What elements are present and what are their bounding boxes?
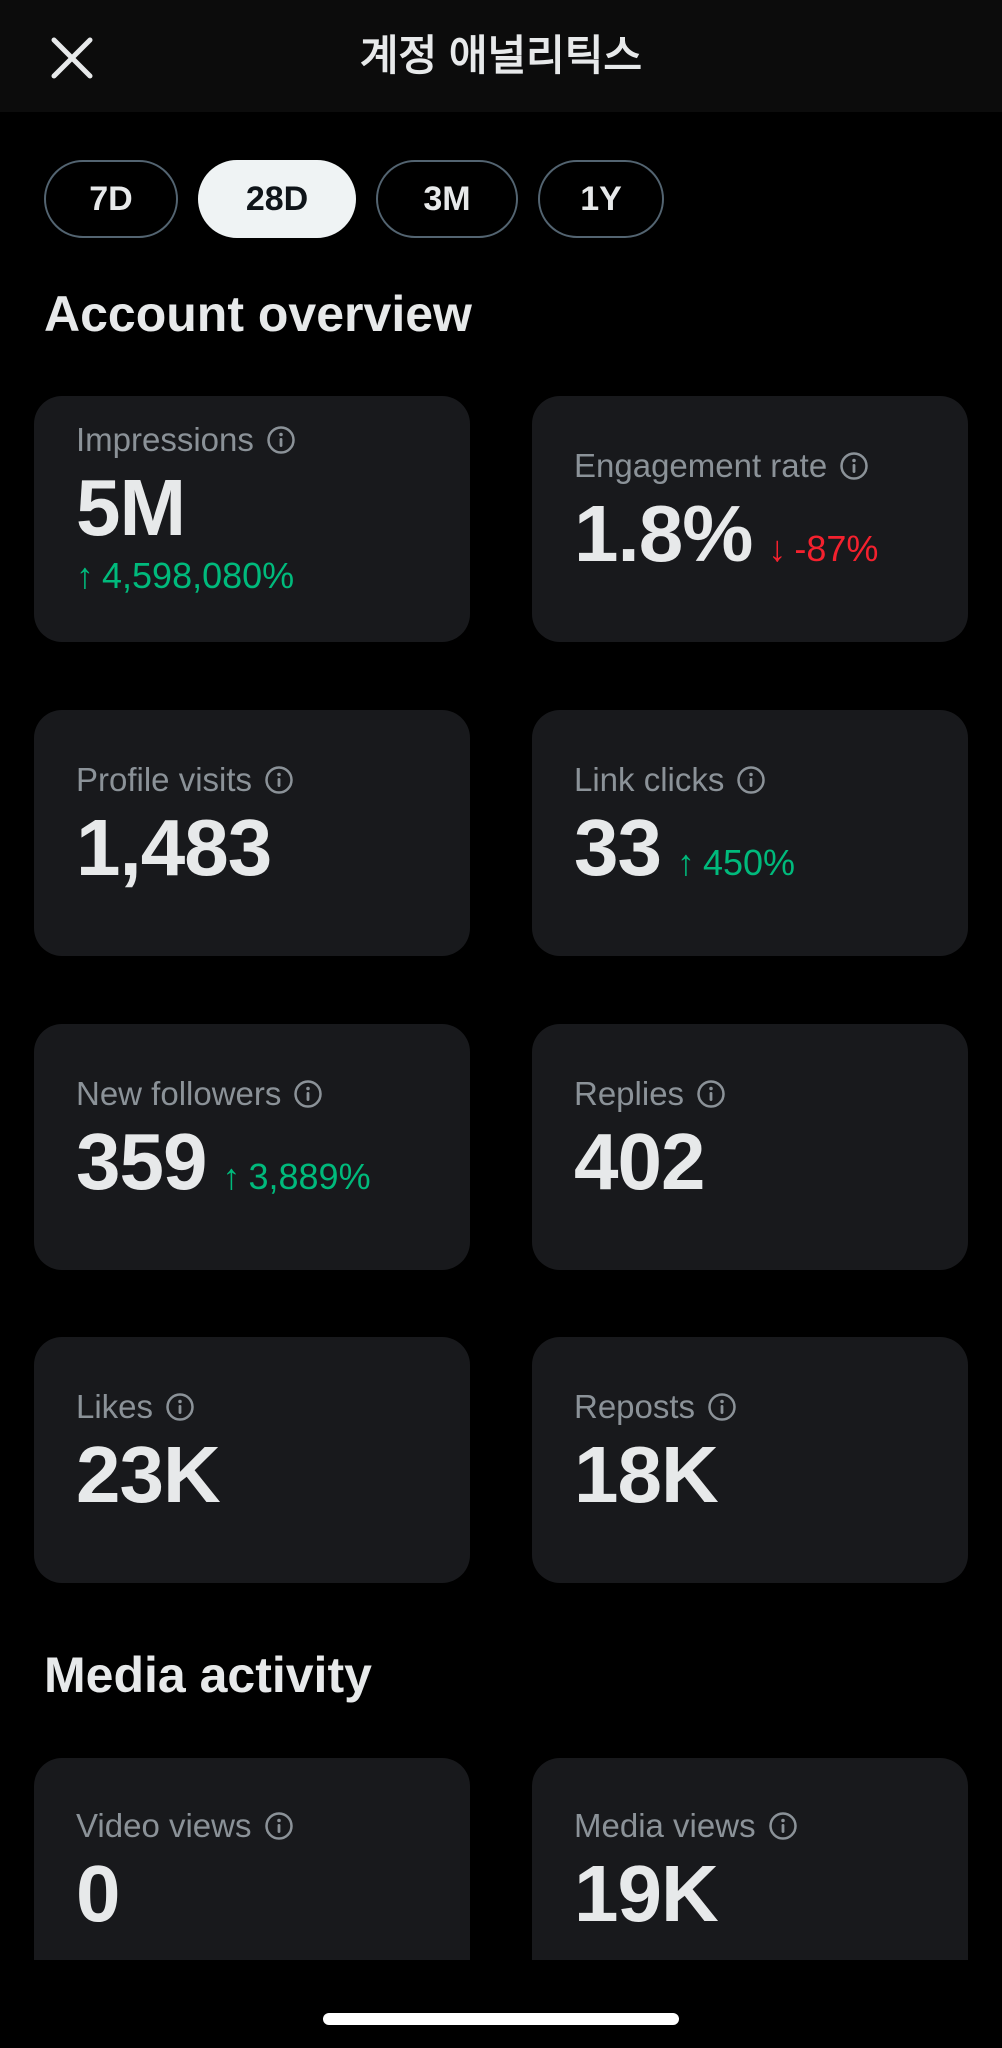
stat-label-text: Link clicks — [574, 761, 725, 798]
stat-card-label: Engagement rate — [574, 446, 968, 486]
stat-card-media-views: Media views 19K — [532, 1758, 968, 1960]
info-icon[interactable] — [165, 1392, 195, 1422]
stat-delta-text: 450% — [702, 842, 796, 883]
stat-value: 1.8% — [574, 489, 753, 578]
arrow-down-icon: ↓ — [768, 528, 787, 569]
stat-label-text: New followers — [76, 1075, 282, 1112]
stat-card-label: Media views — [574, 1806, 968, 1846]
stat-delta-text: 4,598,080% — [102, 555, 295, 596]
top-bar: 계정 애널리틱스 — [0, 0, 1002, 112]
section-title-media-activity: Media activity — [44, 1647, 372, 1703]
stat-value: 1,483 — [76, 803, 272, 892]
stat-value: 33 — [574, 803, 662, 892]
section-title-account-overview: Account overview — [44, 286, 472, 342]
stat-label-text: Media views — [574, 1807, 756, 1844]
arrow-up-icon: ↑ — [676, 842, 695, 883]
stat-card-profile-visits: Profile visits 1,483 — [34, 710, 470, 956]
info-icon[interactable] — [839, 451, 869, 481]
stat-card-label: Video views — [76, 1806, 470, 1846]
stat-value: 402 — [574, 1117, 705, 1206]
stat-card-replies: Replies 402 — [532, 1024, 968, 1270]
arrow-up-icon: ↑ — [76, 555, 94, 596]
stat-card-label: Reposts — [574, 1387, 968, 1427]
close-icon — [51, 37, 93, 79]
stat-card-impressions: Impressions 5M ↑ 4,598,080% — [34, 396, 470, 642]
period-selector: 7D 28D 3M 1Y — [44, 160, 664, 238]
stat-delta-text: -87% — [794, 528, 879, 569]
stat-label-text: Reposts — [574, 1388, 696, 1425]
period-tab-3m[interactable]: 3M — [376, 160, 518, 238]
stat-delta-text: 3,889% — [248, 1156, 371, 1197]
stat-label-text: Replies — [574, 1075, 685, 1112]
stat-delta-down: ↓ -87% — [768, 527, 878, 571]
info-icon[interactable] — [264, 765, 294, 795]
stat-label-text: Likes — [76, 1388, 154, 1425]
stat-card-likes: Likes 23K — [34, 1337, 470, 1583]
stat-value: 5M — [76, 463, 186, 552]
arrow-up-icon: ↑ — [222, 1156, 241, 1197]
page-title: 계정 애널리틱스 — [359, 32, 643, 79]
stat-card-engagement-rate: Engagement rate 1.8% ↓ -87% — [532, 396, 968, 642]
info-icon[interactable] — [293, 1079, 323, 1109]
stat-card-label: Link clicks — [574, 760, 968, 800]
stat-value: 359 — [76, 1117, 207, 1206]
stat-card-reposts: Reposts 18K — [532, 1337, 968, 1583]
info-icon[interactable] — [707, 1392, 737, 1422]
info-icon[interactable] — [266, 425, 296, 455]
stat-value: 23K — [76, 1430, 221, 1519]
home-indicator[interactable] — [323, 2013, 679, 2025]
info-icon[interactable] — [736, 765, 766, 795]
stat-card-label: Replies — [574, 1074, 968, 1114]
stat-card-new-followers: New followers 359 ↑ 3,889% — [34, 1024, 470, 1270]
close-button[interactable] — [44, 30, 100, 86]
stat-delta-up: ↑ 450% — [677, 841, 795, 885]
stat-card-label: Impressions — [76, 420, 470, 460]
stat-card-link-clicks: Link clicks 33 ↑ 450% — [532, 710, 968, 956]
stat-card-label: Profile visits — [76, 760, 470, 800]
period-tab-7d[interactable]: 7D — [44, 160, 178, 238]
stat-label-text: Video views — [76, 1807, 252, 1844]
stat-delta-up: ↑ 4,598,080% — [76, 554, 294, 598]
period-tab-1y[interactable]: 1Y — [538, 160, 664, 238]
stat-value: 18K — [574, 1430, 719, 1519]
period-tab-28d[interactable]: 28D — [198, 160, 356, 238]
stat-value: 0 — [76, 1849, 120, 1938]
stat-label-text: Impressions — [76, 421, 254, 458]
stat-delta-up: ↑ 3,889% — [222, 1155, 370, 1199]
info-icon[interactable] — [264, 1811, 294, 1841]
stat-card-label: New followers — [76, 1074, 470, 1114]
stat-card-video-views: Video views 0 — [34, 1758, 470, 1960]
stat-card-label: Likes — [76, 1387, 470, 1427]
info-icon[interactable] — [768, 1811, 798, 1841]
stat-value: 19K — [574, 1849, 719, 1938]
info-icon[interactable] — [696, 1079, 726, 1109]
stat-label-text: Engagement rate — [574, 447, 828, 484]
stat-label-text: Profile visits — [76, 761, 253, 798]
